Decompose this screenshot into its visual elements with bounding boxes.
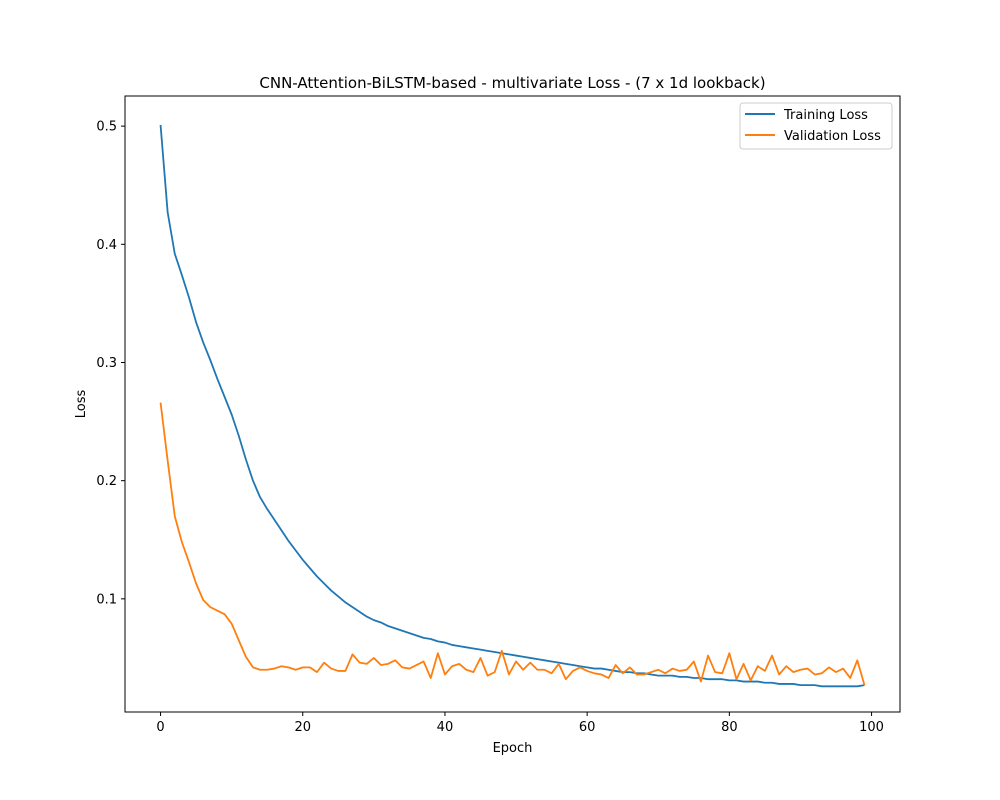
legend: Training Loss Validation Loss — [739, 102, 893, 150]
y-axis-ticks: 0.1 0.2 0.3 0.4 0.5 — [96, 120, 125, 607]
x-tick-label: 80 — [721, 720, 738, 735]
axes-frame — [124, 95, 901, 713]
legend-label-training: Training Loss — [783, 108, 868, 123]
x-tick-label: 60 — [579, 720, 596, 735]
series-line-training-loss — [159, 124, 865, 688]
x-axis-label: Epoch — [493, 741, 533, 756]
legend-label-validation: Validation Loss — [784, 129, 881, 144]
y-tick-label: 0.2 — [96, 474, 117, 489]
series-line-validation-loss — [159, 402, 866, 686]
y-axis-label: Loss — [74, 390, 89, 419]
legend-box — [739, 102, 893, 150]
y-tick-label: 0.1 — [96, 592, 117, 607]
plot-series — [159, 124, 866, 688]
x-tick-label: 40 — [437, 720, 454, 735]
x-tick-label: 100 — [859, 720, 884, 735]
x-tick-label: 20 — [294, 720, 311, 735]
y-tick-label: 0.5 — [96, 120, 117, 135]
chart-title: CNN-Attention-BiLSTM-based - multivariat… — [259, 74, 765, 92]
y-tick-label: 0.4 — [96, 238, 117, 253]
x-axis-ticks: 0 20 40 60 80 100 — [156, 712, 884, 735]
x-tick-label: 0 — [156, 720, 164, 735]
y-tick-label: 0.3 — [96, 356, 117, 371]
